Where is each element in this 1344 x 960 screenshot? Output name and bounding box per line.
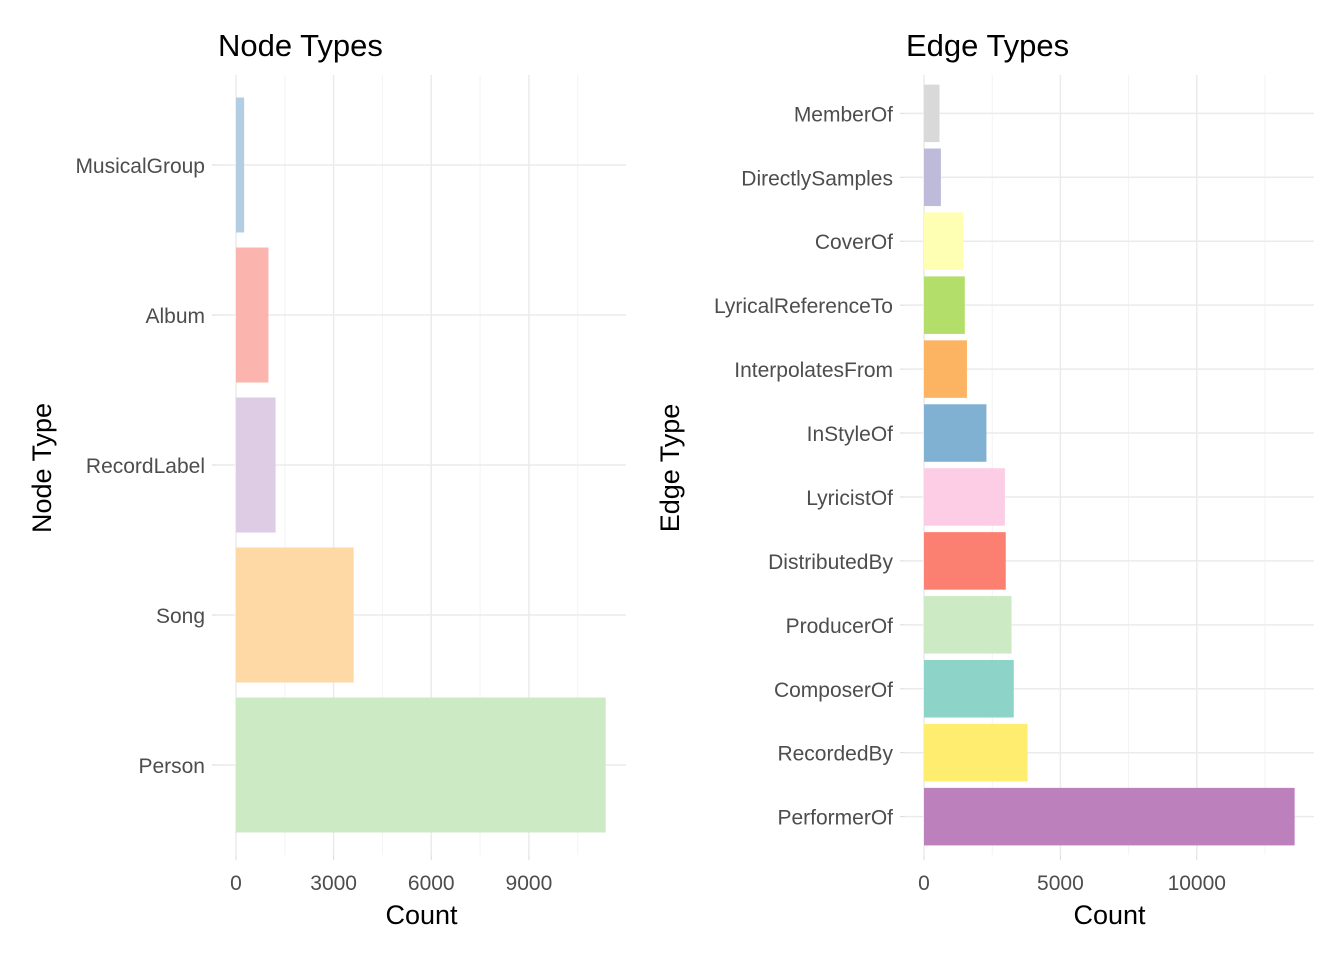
edge-types-bar-instyleof bbox=[924, 404, 987, 462]
edge-types-panel: Edge Types PerformerOf RecordedBy Composer… bbox=[655, 28, 1314, 930]
edge-types-category-label-directlysamples: DirectlySamples bbox=[741, 167, 893, 190]
edge-types-bar-producerof bbox=[924, 596, 1012, 654]
edge-types-bar-performerof bbox=[924, 787, 1295, 846]
node-types-bar-musicalgroup bbox=[236, 97, 245, 233]
edge-types-category-label-performerof: PerformerOf bbox=[777, 807, 893, 830]
node-types-category-label-song: Song bbox=[156, 605, 205, 628]
node-types-category-label-musicalgroup: MusicalGroup bbox=[75, 155, 205, 178]
node-types-y-axis-title: Node Type bbox=[27, 403, 57, 533]
node-types-x-tick-label: 3000 bbox=[310, 872, 357, 895]
edge-types-y-axis-title: Edge Type bbox=[655, 404, 685, 533]
node-types-bar-recordlabel bbox=[236, 397, 276, 533]
edge-types-y-tick-labels: PerformerOf RecordedBy ComposerOf ProducerO… bbox=[714, 103, 893, 829]
edge-types-bar-recordedby bbox=[924, 723, 1028, 782]
edge-types-bar-coverof bbox=[924, 212, 963, 270]
edge-types-category-label-lyricistof: LyricistOf bbox=[806, 487, 893, 510]
edge-types-bar-memberof bbox=[924, 84, 940, 143]
edge-types-x-tick-label: 0 bbox=[918, 872, 930, 895]
edge-types-x-tick-labels: 0 5000 10000 bbox=[918, 872, 1226, 895]
edge-types-category-label-composerof: ComposerOf bbox=[774, 679, 893, 702]
edge-types-x-tick-label: 5000 bbox=[1037, 872, 1084, 895]
edge-types-category-label-memberof: MemberOf bbox=[794, 103, 893, 126]
node-types-category-label-person: Person bbox=[138, 755, 205, 778]
node-types-y-tick-labels: Person Song RecordLabel Album MusicalGroup bbox=[75, 155, 205, 778]
node-types-category-label-album: Album bbox=[145, 305, 205, 328]
edge-types-x-axis-title: Count bbox=[1073, 900, 1146, 930]
node-types-x-axis-title: Count bbox=[385, 900, 458, 930]
edge-types-category-label-interpolatesfrom: InterpolatesFrom bbox=[734, 359, 893, 382]
node-types-bars bbox=[236, 97, 606, 833]
node-types-x-tick-label: 6000 bbox=[408, 872, 455, 895]
edge-types-category-label-recordedby: RecordedBy bbox=[777, 743, 893, 766]
edge-types-bar-composerof bbox=[924, 660, 1014, 718]
node-types-x-tick-labels: 0 3000 6000 9000 bbox=[230, 872, 552, 895]
node-types-x-tick-label: 0 bbox=[230, 872, 242, 895]
edge-types-title: Edge Types bbox=[906, 28, 1069, 63]
edge-types-bar-interpolatesfrom bbox=[924, 340, 967, 398]
edge-types-category-label-distributedby: DistributedBy bbox=[768, 551, 893, 574]
node-types-bar-album bbox=[236, 247, 269, 383]
node-types-bar-person bbox=[236, 697, 606, 833]
edge-types-bars bbox=[924, 84, 1295, 846]
edge-types-bar-distributedby bbox=[924, 532, 1006, 590]
edge-types-bar-lyricistof bbox=[924, 468, 1005, 526]
node-types-panel: Node Types Person Song RecordLabel Album Mus… bbox=[27, 28, 626, 930]
edge-types-bar-directlysamples bbox=[924, 148, 941, 207]
edge-types-category-label-coverof: CoverOf bbox=[815, 231, 893, 254]
edge-types-category-label-lyricalreferenceto: LyricalReferenceTo bbox=[714, 295, 893, 318]
edge-types-category-label-producerof: ProducerOf bbox=[786, 615, 894, 638]
node-types-title: Node Types bbox=[218, 28, 383, 63]
edge-types-x-tick-label: 10000 bbox=[1168, 872, 1226, 895]
edge-types-category-label-instyleof: InStyleOf bbox=[807, 423, 894, 446]
node-types-x-tick-label: 9000 bbox=[506, 872, 553, 895]
edge-types-bar-lyricalreferenceto bbox=[924, 276, 965, 334]
node-types-category-label-recordlabel: RecordLabel bbox=[86, 455, 205, 478]
node-types-bar-song bbox=[236, 547, 354, 683]
